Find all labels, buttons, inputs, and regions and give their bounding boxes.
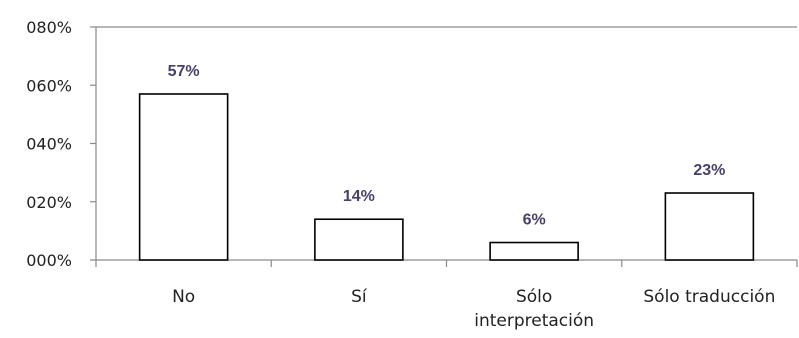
bar — [314, 218, 404, 261]
y-tick-label: 040% — [26, 135, 72, 154]
bar — [664, 192, 755, 261]
bar — [138, 93, 229, 261]
data-label: 6% — [523, 212, 546, 229]
y-tick-label: 060% — [26, 76, 72, 95]
y-tick-labels: 000% 020% 040% 060% 080% — [26, 18, 72, 270]
bar — [489, 241, 579, 261]
data-label: 57% — [168, 63, 200, 80]
data-label: 14% — [343, 188, 375, 205]
category-label: Sólo traducción — [643, 287, 775, 307]
category-label: Sí — [351, 287, 368, 307]
data-label: 23% — [693, 162, 725, 179]
category-label: No — [172, 287, 195, 307]
data-labels: 57% 14% 6% 23% — [168, 63, 726, 229]
y-tick-label: 000% — [26, 251, 72, 270]
y-tick-label: 020% — [26, 193, 72, 212]
bars-layer — [138, 93, 755, 261]
category-label: Sólo interpretación — [474, 287, 594, 331]
category-labels: No Sí Sólo interpretación Sólo traducción — [172, 287, 775, 331]
y-tick-label: 080% — [26, 18, 72, 37]
